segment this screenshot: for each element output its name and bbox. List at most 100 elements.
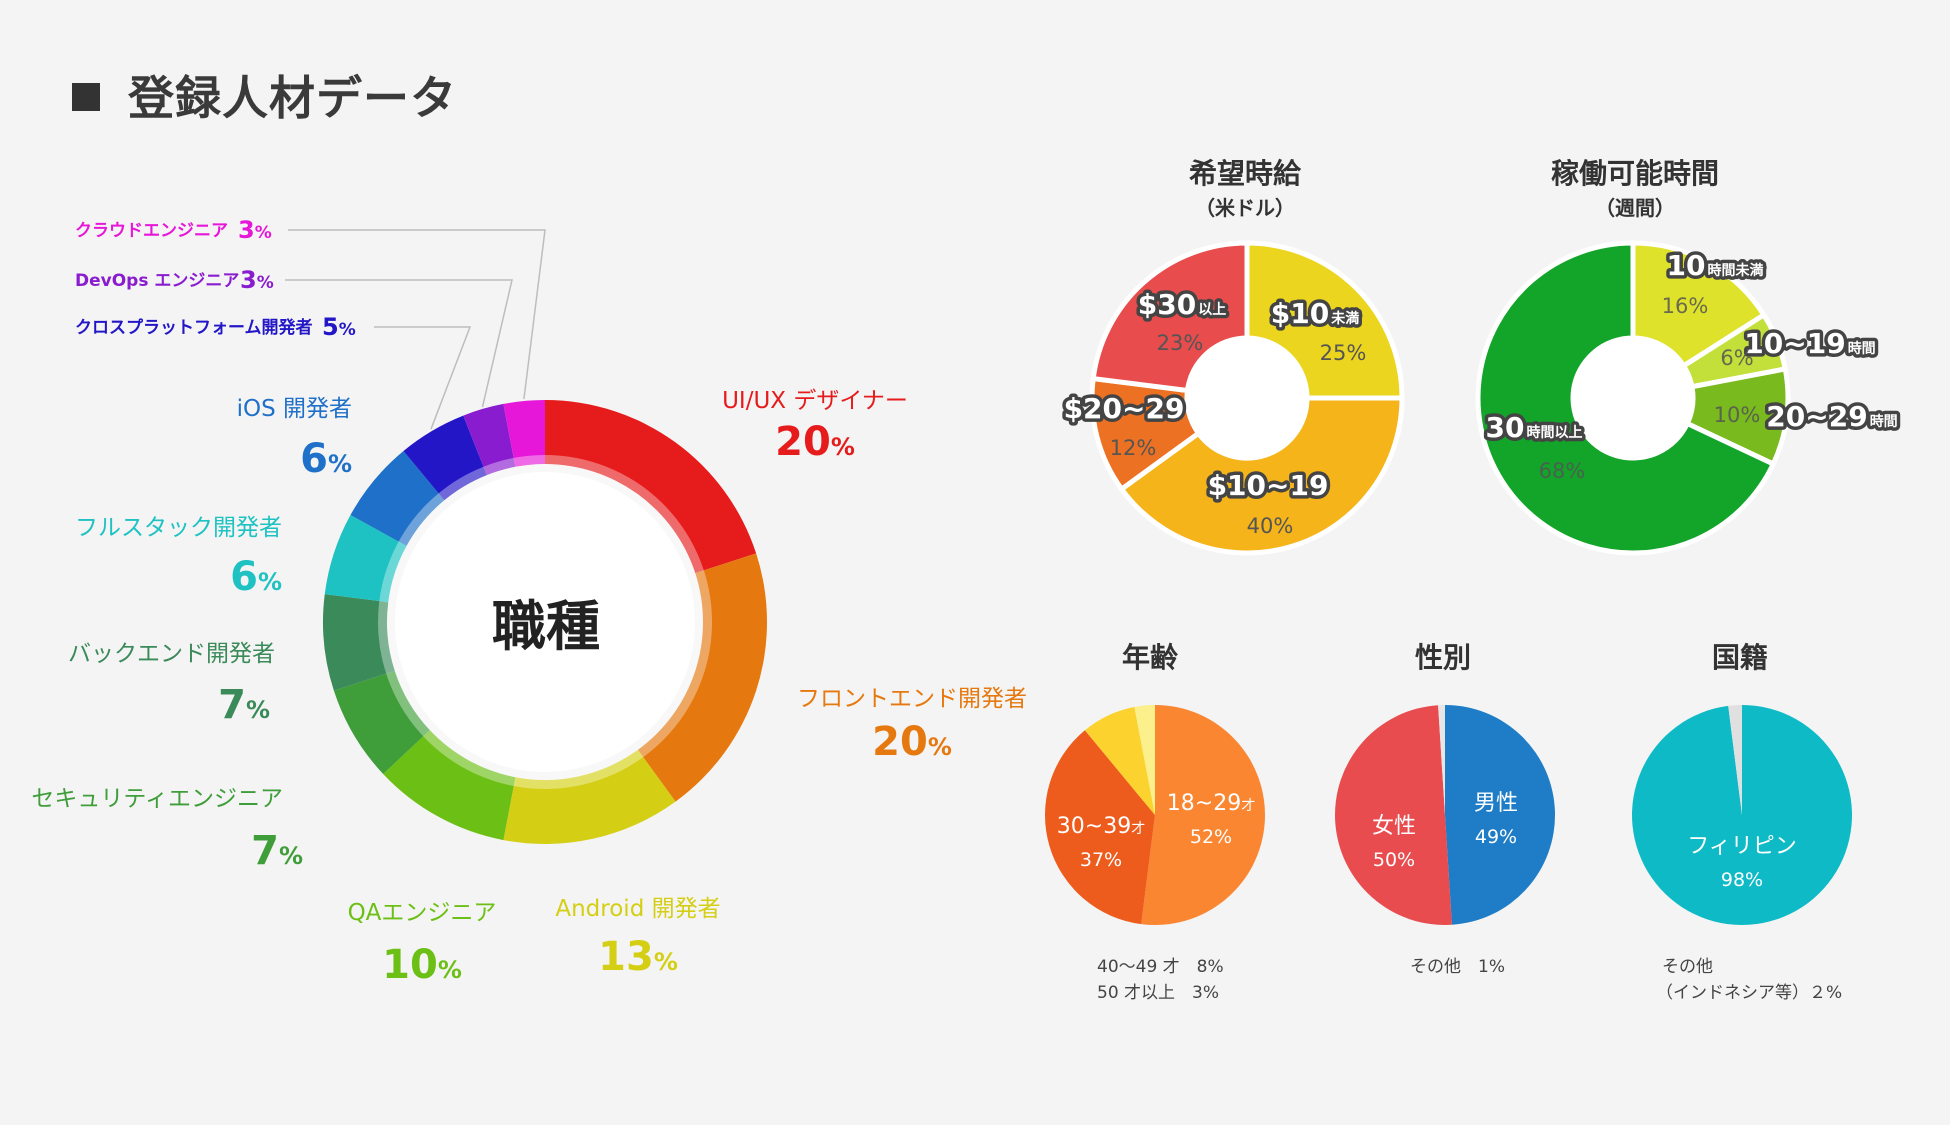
job-leader-line-10 xyxy=(288,229,546,400)
wage-label-1: $10~19 xyxy=(1204,466,1332,506)
job-slice-5 xyxy=(323,594,395,691)
hours-chart-title: 稼働可能時間 xyxy=(1550,157,1719,190)
square-bullet-icon xyxy=(72,82,100,111)
hours-pct-3: 68% xyxy=(1539,459,1586,483)
wage-center-hole xyxy=(1185,336,1309,460)
job-chart-center xyxy=(395,472,695,772)
job-label-2: Android 開発者 xyxy=(555,896,720,922)
wage-pct-1: 40% xyxy=(1247,514,1294,538)
wage-chart-subtitle: （米ドル） xyxy=(1195,196,1295,220)
nationality-pct-0: 98% xyxy=(1721,869,1763,891)
job-label-8: クロスプラットフォーム開発者 xyxy=(75,317,313,338)
nationality-note-other-detail: （インドネシア等）２% xyxy=(1656,983,1843,1003)
job-label-1: フロントエンド開発者 xyxy=(797,686,1027,712)
job-pct-5: 7% xyxy=(218,682,270,728)
job-pct-0: 20% xyxy=(775,419,855,465)
job-label-3: QAエンジニア xyxy=(348,900,497,926)
page-title-text: 登録人材データ xyxy=(128,71,457,125)
job-label-6: フルスタック開発者 xyxy=(75,515,282,541)
job-label-7: iOS 開発者 xyxy=(237,396,352,422)
job-slice-8 xyxy=(403,415,487,501)
job-slice-1 xyxy=(637,553,767,802)
job-slice-10 xyxy=(503,400,545,467)
job-pct-4: 7% xyxy=(251,828,303,874)
hours-pct-1: 6% xyxy=(1720,346,1753,370)
job-pct-9: 3% xyxy=(240,266,274,294)
page-title: 登録人材データ xyxy=(72,62,457,128)
job-pct-2: 13% xyxy=(598,934,678,980)
age-chart-title: 年齢 xyxy=(1121,641,1178,674)
age-pct-0: 52% xyxy=(1190,826,1232,848)
age-slice-3 xyxy=(1134,705,1155,815)
gender-note-other: その他 1% xyxy=(1410,957,1505,977)
wage-label-3: $30 以上 xyxy=(1134,285,1229,325)
wage-pct-0: 25% xyxy=(1320,341,1367,365)
age-label-0: 18~29才 xyxy=(1167,791,1255,816)
gender-slice-2 xyxy=(1438,705,1445,815)
svg-text:$10~19: $10~19 xyxy=(1208,469,1329,502)
wage-chart-title: 希望時給 xyxy=(1188,157,1301,190)
age-note-40s: 40～49 才 8% xyxy=(1097,957,1224,977)
hours-chart-subtitle: （週間） xyxy=(1595,196,1675,220)
job-label-5: バックエンド開発者 xyxy=(68,641,275,667)
job-label-9: DevOps エンジニア xyxy=(75,271,239,291)
job-slice-2 xyxy=(503,749,676,844)
wage-label-2: $20~29 xyxy=(1060,389,1188,429)
svg-text:$20~29: $20~29 xyxy=(1064,392,1185,425)
wage-label-0: $10 未満 xyxy=(1267,294,1362,334)
age-note-50plus: 50 才以上 3% xyxy=(1097,983,1220,1003)
job-pct-7: 6% xyxy=(300,436,352,482)
job-slice-7 xyxy=(350,450,445,546)
nationality-slice-0 xyxy=(1632,705,1853,925)
gender-slice-1 xyxy=(1335,705,1452,926)
job-slice-0 xyxy=(545,400,757,574)
job-chart-inner-ring xyxy=(378,455,712,789)
hours-center-hole xyxy=(1571,336,1695,460)
job-pct-10: 3% xyxy=(238,216,272,244)
job-pct-3: 10% xyxy=(382,942,462,988)
nationality-note-other: その他 xyxy=(1662,957,1713,977)
nationality-chart-title: 国籍 xyxy=(1711,641,1768,674)
job-pct-1: 20% xyxy=(872,719,952,765)
gender-slice-0 xyxy=(1445,704,1556,925)
gender-label-0: 男性 xyxy=(1474,791,1518,816)
wage-pct-2: 12% xyxy=(1110,436,1157,460)
job-label-0: UI/UX デザイナー xyxy=(722,388,908,414)
wage-pct-3: 23% xyxy=(1157,331,1204,355)
hours-label-3: 30 時間以上 xyxy=(1482,408,1586,448)
hours-pct-0: 16% xyxy=(1662,294,1709,318)
age-pct-1: 37% xyxy=(1080,849,1122,871)
job-label-4: セキュリティエンジニア xyxy=(31,786,283,812)
age-slice-0 xyxy=(1141,705,1266,926)
age-slice-2 xyxy=(1084,706,1155,815)
hours-label-2: 20~29 時間 xyxy=(1763,397,1901,437)
gender-pct-0: 49% xyxy=(1475,826,1517,848)
job-chart-center-title: 職種 xyxy=(492,595,600,658)
job-label-10: クラウドエンジニア xyxy=(75,221,228,241)
age-slice-1 xyxy=(1045,730,1155,925)
job-slice-9 xyxy=(463,403,516,476)
hours-label-1: 10~19 時間 xyxy=(1741,324,1879,364)
age-label-1: 30~39才 xyxy=(1057,814,1145,839)
job-slice-3 xyxy=(383,730,516,841)
nationality-slice-1 xyxy=(1728,705,1742,815)
job-slice-4 xyxy=(333,670,430,774)
gender-chart-title: 性別 xyxy=(1414,641,1471,674)
gender-label-1: 女性 xyxy=(1372,814,1416,839)
job-slice-6 xyxy=(324,515,407,603)
job-pct-6: 6% xyxy=(230,554,282,600)
hours-label-0: 10 時間未満 xyxy=(1663,246,1767,286)
gender-pct-1: 50% xyxy=(1373,849,1415,871)
hours-pct-2: 10% xyxy=(1714,403,1761,427)
job-leader-line-8 xyxy=(374,326,472,430)
job-pct-8: 5% xyxy=(322,313,356,341)
job-leader-line-9 xyxy=(285,279,513,408)
nationality-label-0: フィリピン xyxy=(1687,834,1797,859)
